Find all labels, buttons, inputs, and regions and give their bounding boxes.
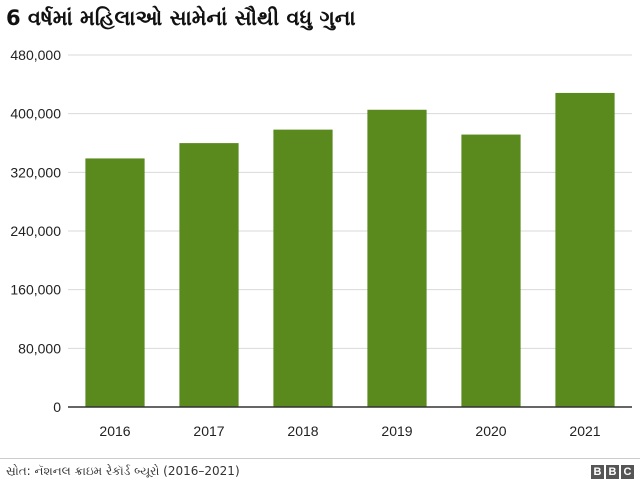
y-tick-labels: 0 80,000 160,000 240,000 320,000 400,000 480,0… xyxy=(10,47,61,415)
bbc-logo: B B C xyxy=(591,465,634,479)
bar-2021 xyxy=(555,92,615,407)
y-tick-label: 0 xyxy=(53,399,61,415)
logo-letter: C xyxy=(621,465,634,479)
gridlines xyxy=(68,54,632,408)
x-tick-label: 2019 xyxy=(381,423,412,439)
bar-2019 xyxy=(367,109,427,408)
x-tick-label: 2016 xyxy=(99,423,130,439)
bar-2016 xyxy=(85,158,145,407)
bar-2018 xyxy=(273,129,333,407)
footer-divider xyxy=(0,458,640,459)
bar-2020 xyxy=(461,134,521,408)
y-tick-label: 240,000 xyxy=(10,223,61,239)
logo-letter: B xyxy=(591,465,604,479)
x-tick-label: 2020 xyxy=(475,423,506,439)
x-tick-label: 2018 xyxy=(287,423,318,439)
x-tick-label: 2021 xyxy=(569,423,600,439)
logo-letter: B xyxy=(606,465,619,479)
x-tick-label: 2017 xyxy=(193,423,224,439)
bars xyxy=(85,92,615,408)
y-tick-label: 480,000 xyxy=(10,47,61,63)
x-tick-labels: 2016 2017 2018 2019 2020 2021 xyxy=(99,423,600,439)
chart-title: 6 વર્ષમાં મહિલાઓ સામેનાં સૌથી વધુ ગુના xyxy=(6,6,356,30)
y-tick-label: 80,000 xyxy=(18,340,61,356)
bar-chart: 0 80,000 160,000 240,000 320,000 400,000 480,0… xyxy=(10,47,632,439)
y-tick-label: 320,000 xyxy=(10,164,61,180)
source-note: સ્રોત: નૅશનલ ક્રાઇમ રેકૉર્ડ બ્યૂરો (2016… xyxy=(6,464,240,478)
y-tick-label: 160,000 xyxy=(10,282,61,298)
bar-2017 xyxy=(179,143,239,408)
y-tick-label: 400,000 xyxy=(10,106,61,122)
